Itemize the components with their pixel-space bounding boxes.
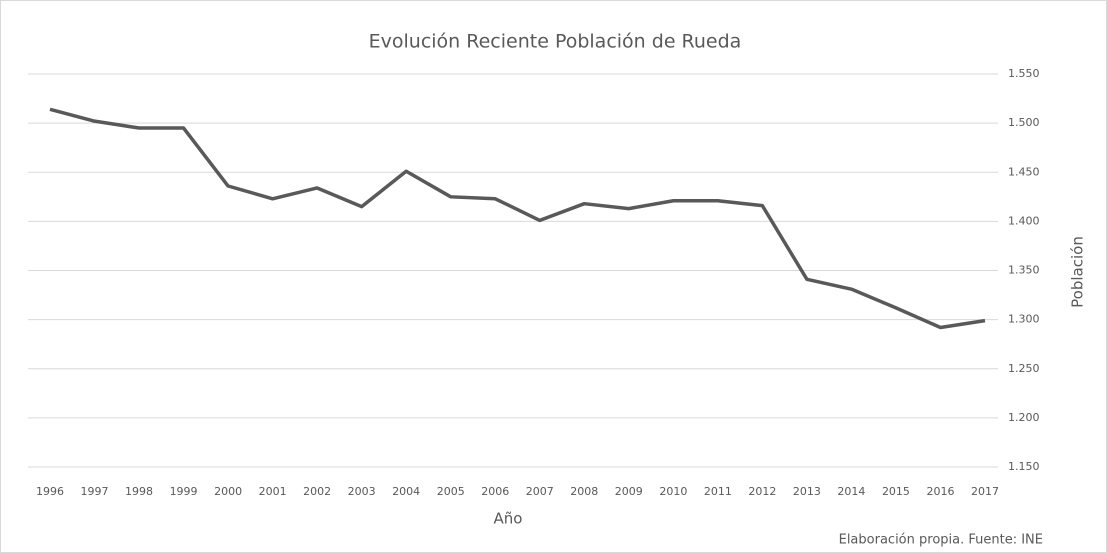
y-tick-label: 1.300	[1008, 313, 1040, 326]
data-line	[49, 107, 986, 330]
x-tick-label: 2011	[704, 485, 732, 498]
y-tick-label: 1.250	[1008, 362, 1040, 375]
x-tick-label: 2012	[748, 485, 776, 498]
x-tick-label: 2014	[837, 485, 865, 498]
x-tick-label: 1996	[36, 485, 64, 498]
x-tick-label: 2001	[259, 485, 287, 498]
x-tick-label: 2010	[659, 485, 687, 498]
y-tick-label: 1.200	[1008, 411, 1040, 424]
y-tick-label: 1.400	[1008, 214, 1040, 227]
x-tick-label: 2002	[303, 485, 331, 498]
y-tick-label: 1.550	[1008, 67, 1040, 80]
x-tick-label: 2009	[615, 485, 643, 498]
source-note: Elaboración propia. Fuente: INE	[839, 533, 1043, 548]
x-tick-label: 2000	[214, 485, 242, 498]
x-tick-label: 2006	[481, 485, 509, 498]
x-tick-label: 2004	[392, 485, 420, 498]
x-tick-label: 2016	[926, 485, 954, 498]
x-axis-label: Año	[494, 510, 523, 528]
y-tick-label: 1.500	[1008, 116, 1040, 129]
y-tick-label: 1.350	[1008, 264, 1040, 277]
x-tick-label: 2005	[437, 485, 465, 498]
x-tick-label: 1999	[170, 485, 198, 498]
x-tick-label: 2008	[570, 485, 598, 498]
x-tick-label: 2017	[971, 485, 999, 498]
x-tick-label: 2013	[793, 485, 821, 498]
chart-title: Evolución Reciente Población de Rueda	[369, 31, 742, 53]
x-tick-label: 2015	[882, 485, 910, 498]
x-tick-label: 2007	[526, 485, 554, 498]
x-tick-label: 1997	[81, 485, 109, 498]
y-axis-label: Población	[1069, 236, 1087, 308]
y-tick-label: 1.450	[1008, 165, 1040, 178]
x-tick-label: 1998	[125, 485, 153, 498]
x-tick-label: 2003	[348, 485, 376, 498]
y-tick-label: 1.150	[1008, 460, 1040, 473]
